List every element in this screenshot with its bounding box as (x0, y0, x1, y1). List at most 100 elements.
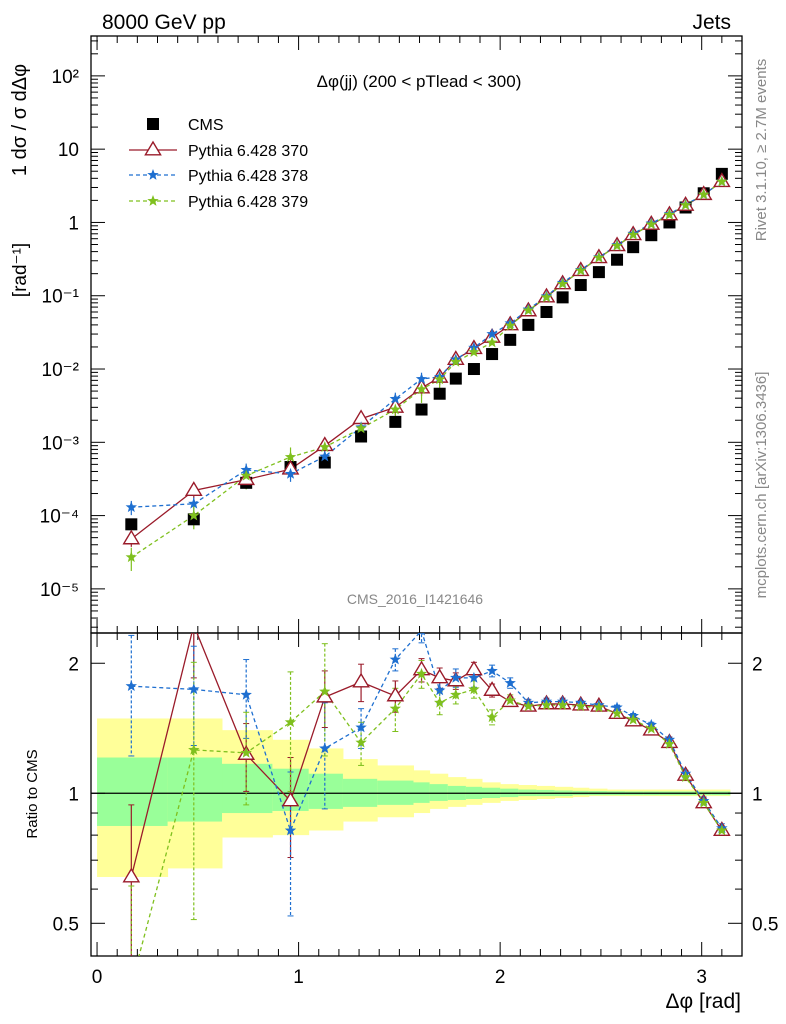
plot-title: Δφ(jj) (200 < pTlead < 300) (317, 72, 522, 91)
ratio-point-1 (486, 664, 498, 676)
data-point-0 (645, 229, 658, 242)
ratio-point-1 (355, 721, 367, 733)
data-point-2 (240, 463, 252, 475)
data-point-0 (592, 266, 605, 279)
ratio-y-tick-label-right: 2 (752, 654, 763, 675)
data-point-0 (389, 415, 402, 428)
ratio-point-1 (434, 684, 446, 696)
ratio-point-2 (450, 688, 462, 700)
data-point-3 (389, 403, 401, 415)
legend-marker-3 (147, 195, 159, 206)
ratio-point-1 (240, 688, 252, 700)
data-point-1 (122, 529, 141, 545)
data-point-3 (188, 509, 200, 521)
data-point-3 (593, 251, 605, 263)
ratio-point-1 (125, 680, 137, 691)
data-point-0 (449, 372, 462, 385)
data-point-0 (187, 513, 200, 526)
ratio-point-2 (663, 738, 676, 749)
x-tick-label: 2 (495, 967, 506, 988)
ratio-point-2 (188, 743, 200, 755)
ratio-point-1 (450, 671, 462, 683)
ratio-point-2 (355, 736, 367, 748)
header-left: 8000 GeV pp (102, 11, 226, 34)
data-point-3 (645, 218, 657, 230)
data-point-3 (125, 551, 137, 563)
ratio-point-2 (504, 694, 516, 706)
main-y-tick-label: 10⁻² (42, 360, 80, 381)
axis-ticks (91, 36, 742, 956)
main-y-tick-label: 10⁻⁵ (40, 580, 79, 601)
data-point-3 (679, 199, 692, 210)
data-point-3 (716, 175, 728, 187)
band-green-bin (413, 782, 431, 803)
ratio-point-2 (611, 707, 623, 719)
data-point-2 (319, 450, 331, 462)
band-green-bin (429, 784, 449, 801)
data-point-0 (540, 305, 553, 318)
data-point-2 (125, 501, 137, 513)
data-point-3 (434, 373, 446, 385)
ratio-point-0 (352, 672, 370, 688)
ratio-point-2 (593, 701, 605, 713)
data-point-3 (468, 346, 480, 357)
legend-marker-2 (147, 169, 159, 180)
header-right: Jets (692, 11, 731, 34)
data-point-3 (698, 188, 710, 200)
main-y-tick-label: 10⁻⁴ (40, 507, 79, 528)
legend-marker-1 (144, 140, 162, 156)
ratio-point-2 (627, 713, 639, 725)
data-point-0 (318, 456, 331, 469)
band-green-bin (308, 773, 344, 809)
rivet-label: Rivet 3.1.10, ≥ 2.7M events (753, 59, 770, 242)
data-point-0 (504, 333, 517, 346)
main-y-axis-label: 1 dσ / σ dΔφ (9, 64, 31, 176)
data-point-3 (540, 291, 553, 303)
data-point-2 (486, 328, 498, 339)
ratio-point-0 (122, 867, 141, 883)
data-point-2 (415, 373, 428, 384)
ratio-point-2 (468, 683, 480, 695)
main-y-tick-label: 10 (58, 140, 79, 161)
ratio-plot-frame (90, 632, 743, 957)
data-point-0 (467, 363, 480, 376)
ratio-point-1 (284, 824, 297, 836)
mcplots-label: mcplots.cern.ch [arXiv:1306.3436] (753, 372, 770, 599)
legend-label-p378: Pythia 6.428 378 (188, 168, 308, 185)
ratio-point-2 (575, 700, 587, 712)
ratio-point-2 (434, 696, 446, 708)
ratio-point-2 (389, 702, 401, 714)
axis-tick-labels: 0 1 2 3 10⁻⁵ 10⁻⁴ 10⁻³ 10⁻² 10⁻¹ 1 10 10² 0.5 0.5 1 1 2 2 (40, 67, 779, 988)
ratio-point-1 (319, 742, 331, 754)
data-point-0 (556, 291, 569, 304)
ratio-point-2 (522, 700, 535, 712)
ratio-y-tick-label-right: 0.5 (752, 914, 778, 935)
data-point-2 (284, 467, 297, 479)
ratio-y-tick-label-right: 1 (752, 784, 763, 805)
main-y-axis-unit: [rad⁻¹] (10, 243, 31, 297)
ratio-point-0 (483, 681, 501, 696)
main-series-markers (122, 167, 731, 563)
ratio-y-axis-label: Ratio to CMS (24, 749, 41, 838)
data-point-3 (450, 355, 462, 367)
data-point-0 (574, 279, 587, 292)
ratio-point-0 (281, 791, 300, 807)
ratio-point-0 (386, 686, 405, 702)
ratio-point-1 (188, 683, 200, 695)
data-point-0 (522, 318, 535, 331)
ratio-point-2 (284, 716, 297, 728)
data-point-0 (486, 348, 499, 361)
ratio-point-2 (645, 722, 657, 734)
ratio-point-0 (430, 668, 449, 684)
ratio-point-1 (389, 653, 401, 665)
ratio-point-1 (611, 701, 623, 713)
data-point-3 (240, 469, 252, 481)
x-tick-label: 3 (696, 967, 707, 988)
ratio-point-2 (126, 979, 137, 990)
data-point-0 (611, 253, 624, 266)
ratio-point-2 (698, 796, 710, 808)
data-point-3 (319, 441, 331, 452)
data-point-3 (284, 451, 297, 462)
data-point-0 (433, 387, 446, 400)
ratio-point-0 (186, 617, 201, 630)
